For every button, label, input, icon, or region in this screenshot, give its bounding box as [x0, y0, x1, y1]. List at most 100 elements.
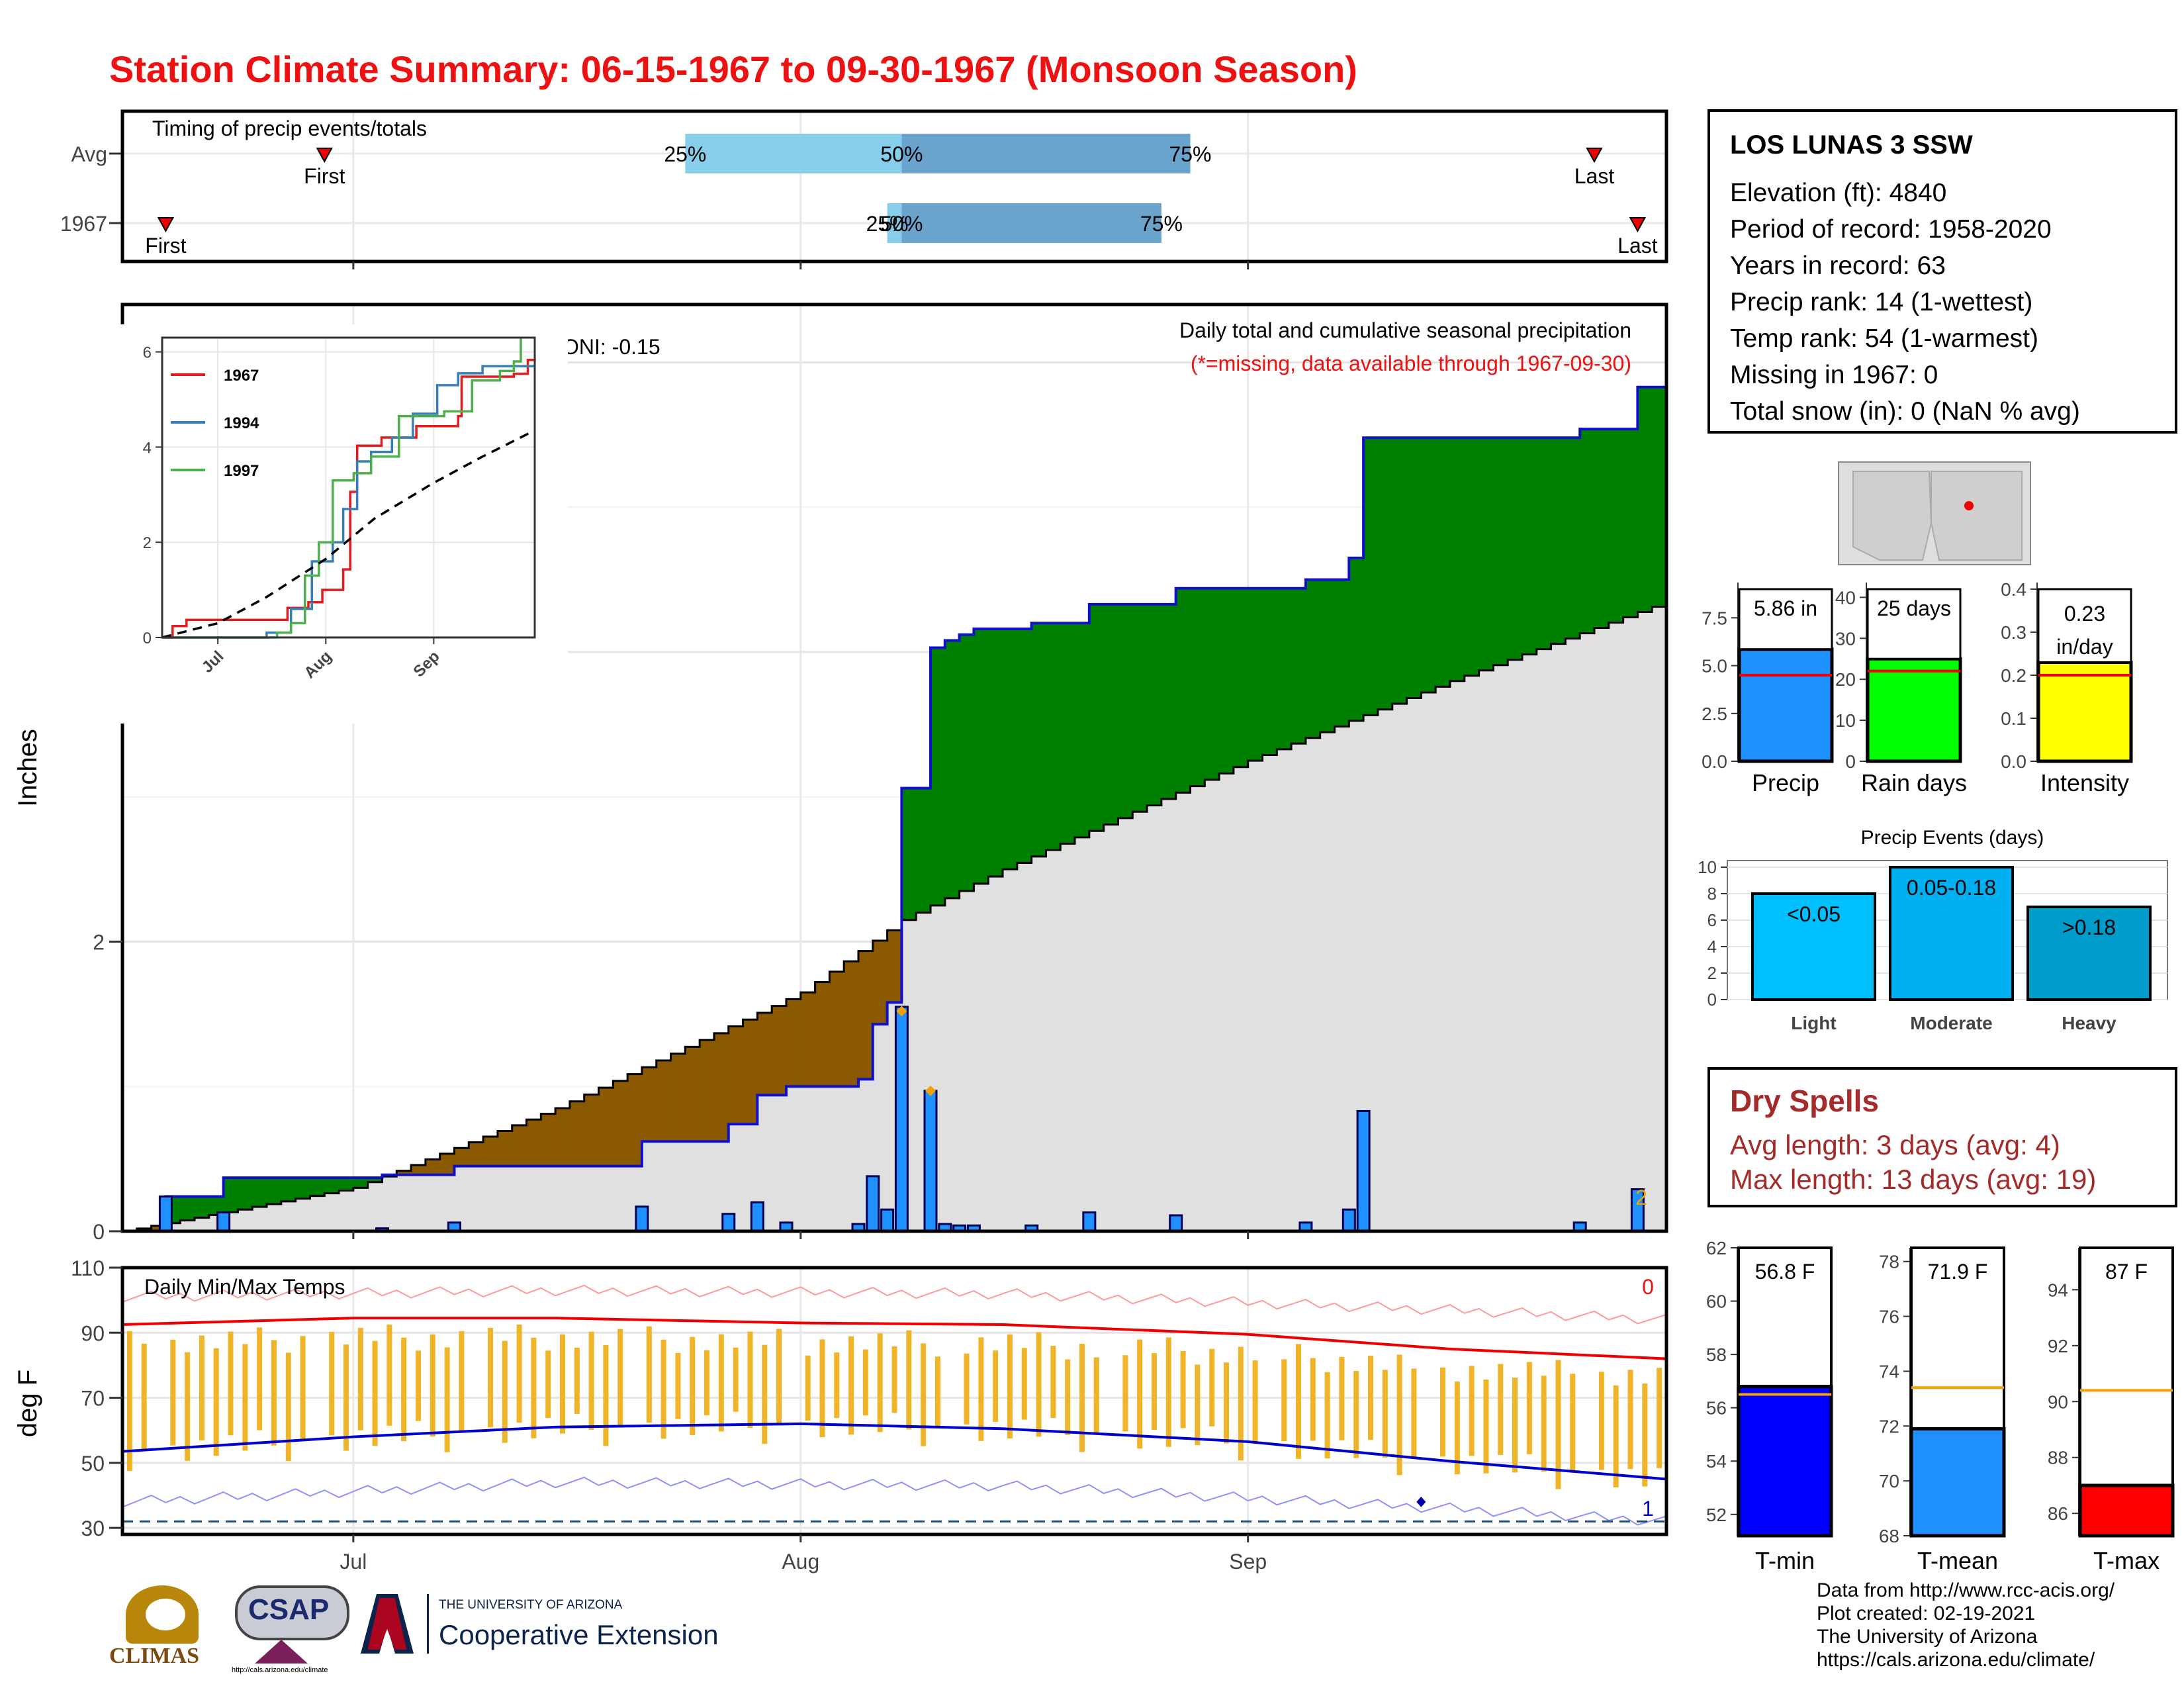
stat-tick-label: 20	[1835, 669, 1856, 690]
events-bar-label: 0.05-0.18	[1907, 876, 1996, 900]
deficit-area	[743, 1019, 758, 1125]
ua-logo-small-text: THE UNIVERSITY OF ARIZONA	[439, 1598, 623, 1612]
events-category-heavy: Heavy	[2062, 1013, 2116, 1033]
dry-spells-max: Max length: 13 days (avg: 19)	[1730, 1164, 2097, 1195]
daily-temp-bar	[690, 1336, 696, 1435]
station-period: Period of record: 1958-2020	[1730, 215, 2052, 244]
csap-logo-text: CSAP	[248, 1593, 330, 1626]
deficit-area	[411, 1165, 426, 1175]
tstat-value-label: 87 F	[2105, 1260, 2148, 1284]
surplus-area	[1320, 579, 1336, 733]
stat-tick-label: 0.1	[2001, 708, 2026, 729]
timing-label-first: First	[145, 234, 186, 258]
surplus-area	[324, 1178, 340, 1194]
timing-label-first: First	[304, 164, 345, 188]
station-years: Years in record: 63	[1730, 252, 1946, 280]
inset-y-tick-label: 4	[143, 439, 152, 457]
daily-precip-bar	[750, 1201, 764, 1233]
page-title: Station Climate Summary: 06-15-1967 to 0…	[109, 48, 1357, 90]
surplus-area	[252, 1178, 267, 1207]
deficit-area	[483, 1137, 498, 1166]
main-panel-border	[120, 303, 1668, 1233]
surplus-area	[1190, 588, 1205, 786]
credits-block: Data from http://www.rcc-acis.org/ Plot …	[1817, 1579, 2115, 1671]
deficit-area	[454, 1148, 469, 1166]
daily-temp-bar	[660, 1339, 666, 1439]
events-tick-label: 6	[1707, 910, 1717, 930]
temp-y-axis-label: deg F	[13, 1370, 42, 1437]
dry-spells-box: Dry Spells Avg length: 3 days (avg: 4) M…	[1707, 1067, 2177, 1207]
daily-precip-bar	[635, 1205, 649, 1233]
daily-precip-bar	[1082, 1211, 1097, 1233]
stat-axis-label: Precip	[1752, 769, 1819, 796]
daily-temp-bar	[1310, 1358, 1316, 1441]
surplus-area	[281, 1178, 296, 1201]
surplus-area	[1291, 588, 1306, 744]
station-missing: Missing in 1967: 0	[1730, 361, 1938, 389]
surplus-area	[1435, 438, 1451, 687]
surplus-area	[1161, 604, 1177, 799]
daily-precip-bar	[1342, 1208, 1356, 1233]
x-tick-label-Sep: Sep	[1229, 1550, 1267, 1573]
daily-temp-bar	[1353, 1371, 1359, 1458]
daily-temp-bar	[704, 1350, 710, 1416]
surplus-area	[1175, 588, 1191, 793]
surplus-area	[267, 1178, 282, 1204]
daily-temp-bar	[1050, 1346, 1056, 1419]
missing-note: (*=missing, data available through 1967-…	[1191, 352, 1631, 375]
map-state-arizona	[1852, 471, 1933, 561]
tstat-tick-label: 54	[1706, 1451, 1727, 1472]
stat-tick-label: 7.5	[1702, 608, 1727, 628]
climas-logo: CLIMAS	[109, 1585, 215, 1671]
stat-tick-label: 0.3	[2001, 622, 2026, 643]
tstat-axis-label: T-max	[2093, 1547, 2160, 1574]
credit-line-url: https://cals.arizona.edu/climate/	[1817, 1649, 2095, 1671]
daily-temp-bar	[1570, 1374, 1576, 1471]
deficit-area	[569, 1101, 585, 1166]
tstat-tick-label: 68	[1879, 1526, 1899, 1546]
surplus-area	[1262, 588, 1277, 755]
events-tick-label: 10	[1698, 857, 1717, 877]
daily-temp-bar	[531, 1337, 537, 1438]
daily-temp-bar	[1281, 1359, 1287, 1442]
daily-temp-bar	[329, 1332, 335, 1436]
surplus-area	[1565, 438, 1580, 639]
deficit-area	[656, 1060, 672, 1142]
deficit-area	[151, 1225, 167, 1231]
inset-border	[161, 336, 536, 639]
surplus-area	[1363, 438, 1379, 716]
surplus-area	[1493, 438, 1508, 665]
daily-precip-bar	[866, 1175, 880, 1233]
daily-temp-bar	[372, 1340, 378, 1446]
credit-line-date: Plot created: 02-19-2021	[1817, 1603, 2036, 1624]
daily-temp-bar	[444, 1347, 450, 1452]
surplus-area	[1219, 588, 1234, 774]
tstat-bar-t-mean	[1909, 1427, 2006, 1538]
deficit-area	[598, 1088, 614, 1166]
stat-tick-label: 30	[1835, 628, 1856, 649]
tstat-tick-label: 58	[1706, 1344, 1727, 1365]
inset-series-1997	[162, 338, 522, 639]
daily-temp-bar	[459, 1331, 465, 1432]
daily-temp-bar	[1498, 1364, 1504, 1456]
surplus-area	[1551, 438, 1566, 644]
csap-logo: CSAP http://cals.arizona.edu/climate	[232, 1585, 351, 1678]
daily-temp-bar	[126, 1331, 132, 1472]
daily-temp-bar	[1526, 1362, 1532, 1454]
dry-spells-avg: Avg length: 3 days (avg: 4)	[1730, 1129, 2060, 1160]
deficit-area	[700, 1040, 715, 1142]
deficit-area	[555, 1108, 570, 1166]
inset-legend-label-1967: 1967	[224, 367, 259, 385]
tmin-average-line	[122, 1422, 1667, 1481]
events-category-light: Light	[1791, 1013, 1836, 1033]
surplus-area	[1305, 579, 1321, 738]
surplus-area	[353, 1178, 369, 1188]
surplus-area	[1205, 588, 1220, 780]
surplus-area	[223, 1178, 239, 1213]
surplus-area	[1392, 438, 1408, 704]
temp-y-tick-label: 90	[81, 1321, 105, 1345]
x-tick-label-Aug: Aug	[782, 1550, 819, 1573]
timing-label-50: 50%	[880, 212, 923, 236]
deficit-area	[872, 940, 888, 1025]
stat-value-label: 25 days	[1877, 596, 1951, 620]
